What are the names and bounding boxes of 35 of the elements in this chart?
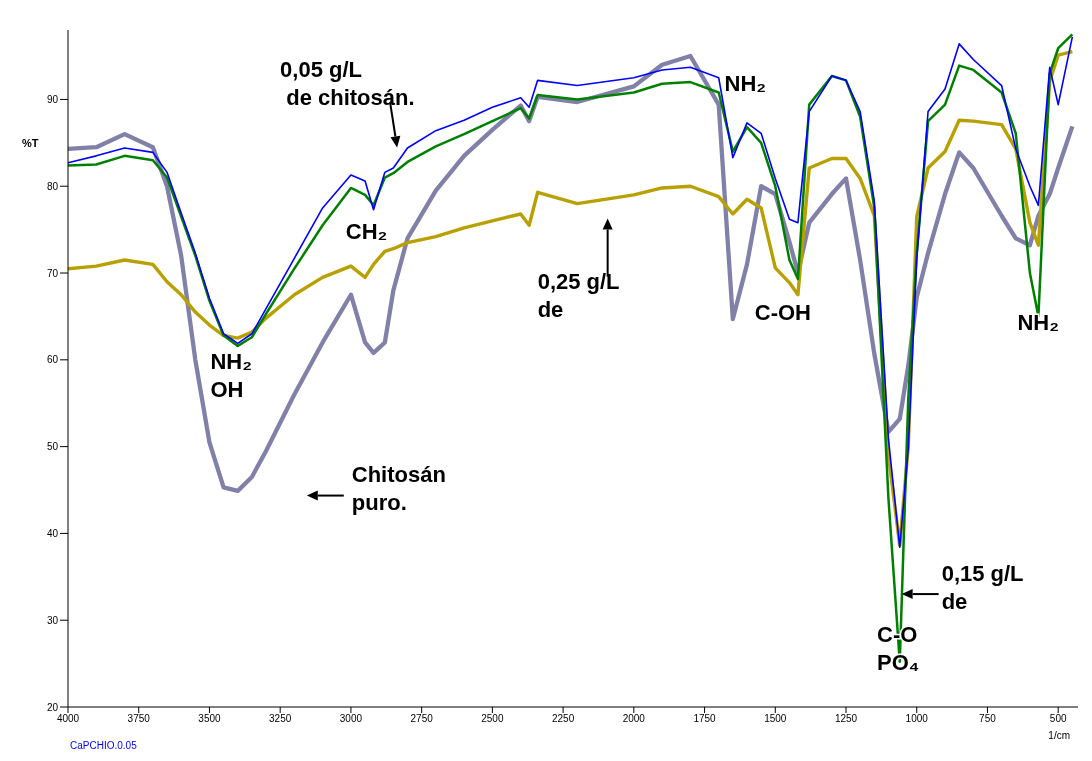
x-tick-label: 1250 — [834, 713, 858, 725]
y-tick-label: 80 — [46, 180, 59, 192]
y-tick-label: 60 — [46, 354, 59, 366]
annotation: NH₂ — [1017, 309, 1059, 335]
y-tick-label: 40 — [46, 527, 59, 539]
annotation: 0,25 g/L de — [537, 268, 620, 322]
x-tick-label: 4000 — [56, 713, 80, 725]
annotation: NH₂ OH — [210, 348, 252, 402]
x-tick-label: 500 — [1049, 713, 1067, 725]
x-tick-label: 750 — [979, 713, 997, 725]
x-tick-label: 3750 — [127, 713, 151, 725]
text: CaPCHIO.0.05 — [70, 740, 138, 751]
annotation: C-OH — [754, 300, 812, 326]
x-tick-label: 3500 — [198, 713, 222, 725]
x-tick-label: 1500 — [764, 713, 787, 725]
x-tick-label: 2500 — [481, 713, 504, 725]
x-axis-title: 1/cm — [1048, 730, 1070, 741]
y-tick-label: 90 — [46, 93, 59, 105]
y-tick-label: 30 — [46, 614, 59, 626]
y-tick-label: 20 — [46, 701, 59, 713]
annotation: Chitosán puro. — [351, 461, 446, 515]
annotation: 0,05 g/L de chitosán. — [280, 57, 415, 111]
x-tick-label: 3250 — [269, 713, 292, 725]
x-tick-label: 2000 — [622, 713, 646, 725]
x-tick-label: 2250 — [551, 713, 575, 725]
y-tick-label: 50 — [46, 441, 59, 453]
x-tick-label: 1750 — [693, 713, 717, 725]
x-tick-label: 3000 — [339, 713, 363, 725]
y-axis-title: %T — [22, 137, 39, 150]
x-tick-label: 2750 — [410, 713, 434, 725]
y-tick-label: 70 — [46, 267, 59, 279]
annotation: 0,15 g/L de — [941, 561, 1024, 615]
annotation: NH₂ — [724, 70, 767, 96]
annotation: CH₂ — [345, 218, 388, 244]
x-tick-label: 1000 — [905, 713, 929, 725]
